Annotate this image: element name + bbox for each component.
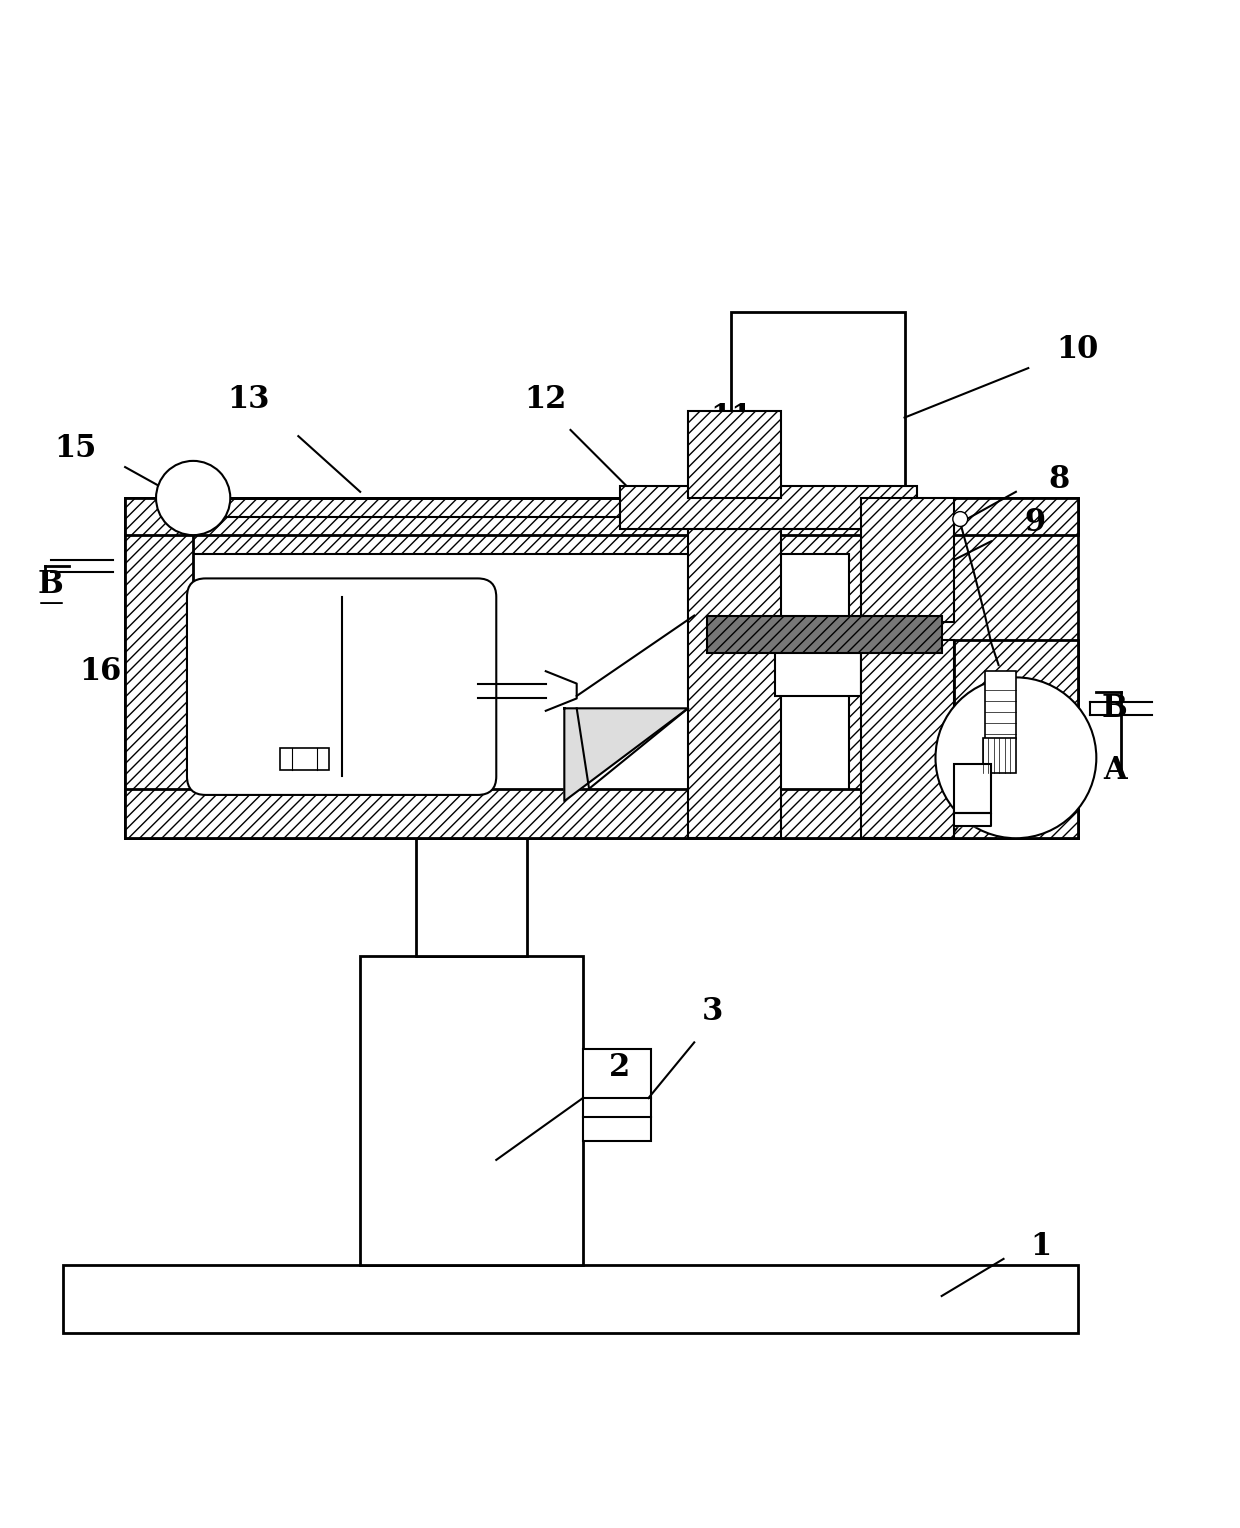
Bar: [415, 839, 527, 957]
Text: 4: 4: [919, 749, 940, 779]
Bar: [63, 1265, 1078, 1332]
FancyBboxPatch shape: [187, 579, 496, 795]
Text: B: B: [1102, 692, 1127, 724]
Polygon shape: [564, 709, 688, 801]
Text: —: —: [38, 591, 63, 616]
Bar: [732, 312, 904, 498]
Text: B: B: [38, 568, 63, 601]
Text: 3: 3: [702, 996, 723, 1027]
Text: 11: 11: [711, 402, 753, 432]
Bar: [688, 498, 781, 839]
Bar: [125, 498, 1078, 839]
Text: 16: 16: [79, 656, 122, 686]
Bar: [954, 640, 1078, 839]
Polygon shape: [546, 671, 577, 711]
Text: 15: 15: [55, 432, 97, 465]
Bar: [125, 788, 1078, 839]
Bar: [862, 640, 954, 839]
Bar: [583, 1048, 651, 1141]
Text: 8: 8: [1049, 465, 1070, 495]
Bar: [125, 498, 1078, 535]
Text: 12: 12: [525, 384, 567, 414]
Bar: [775, 649, 862, 695]
Text: 7: 7: [1049, 755, 1070, 785]
Bar: [280, 747, 330, 770]
Text: 5: 5: [1006, 736, 1027, 767]
Text: A: A: [1104, 755, 1127, 785]
Text: 2: 2: [609, 1051, 631, 1083]
Bar: [707, 616, 941, 652]
Circle shape: [952, 512, 967, 527]
Bar: [193, 553, 849, 801]
Circle shape: [935, 677, 1096, 839]
Text: 13: 13: [228, 384, 270, 414]
Bar: [360, 957, 583, 1265]
Circle shape: [156, 461, 231, 535]
Bar: [620, 486, 916, 529]
Bar: [954, 764, 991, 813]
Text: 1: 1: [1030, 1232, 1052, 1262]
Text: 10: 10: [1056, 335, 1099, 365]
Polygon shape: [954, 813, 991, 825]
Bar: [688, 411, 781, 498]
Bar: [862, 498, 954, 622]
Bar: [125, 498, 193, 839]
Bar: [985, 671, 1016, 740]
Bar: [982, 738, 1016, 773]
Text: 6: 6: [1012, 785, 1033, 816]
Text: 9: 9: [1024, 507, 1045, 538]
